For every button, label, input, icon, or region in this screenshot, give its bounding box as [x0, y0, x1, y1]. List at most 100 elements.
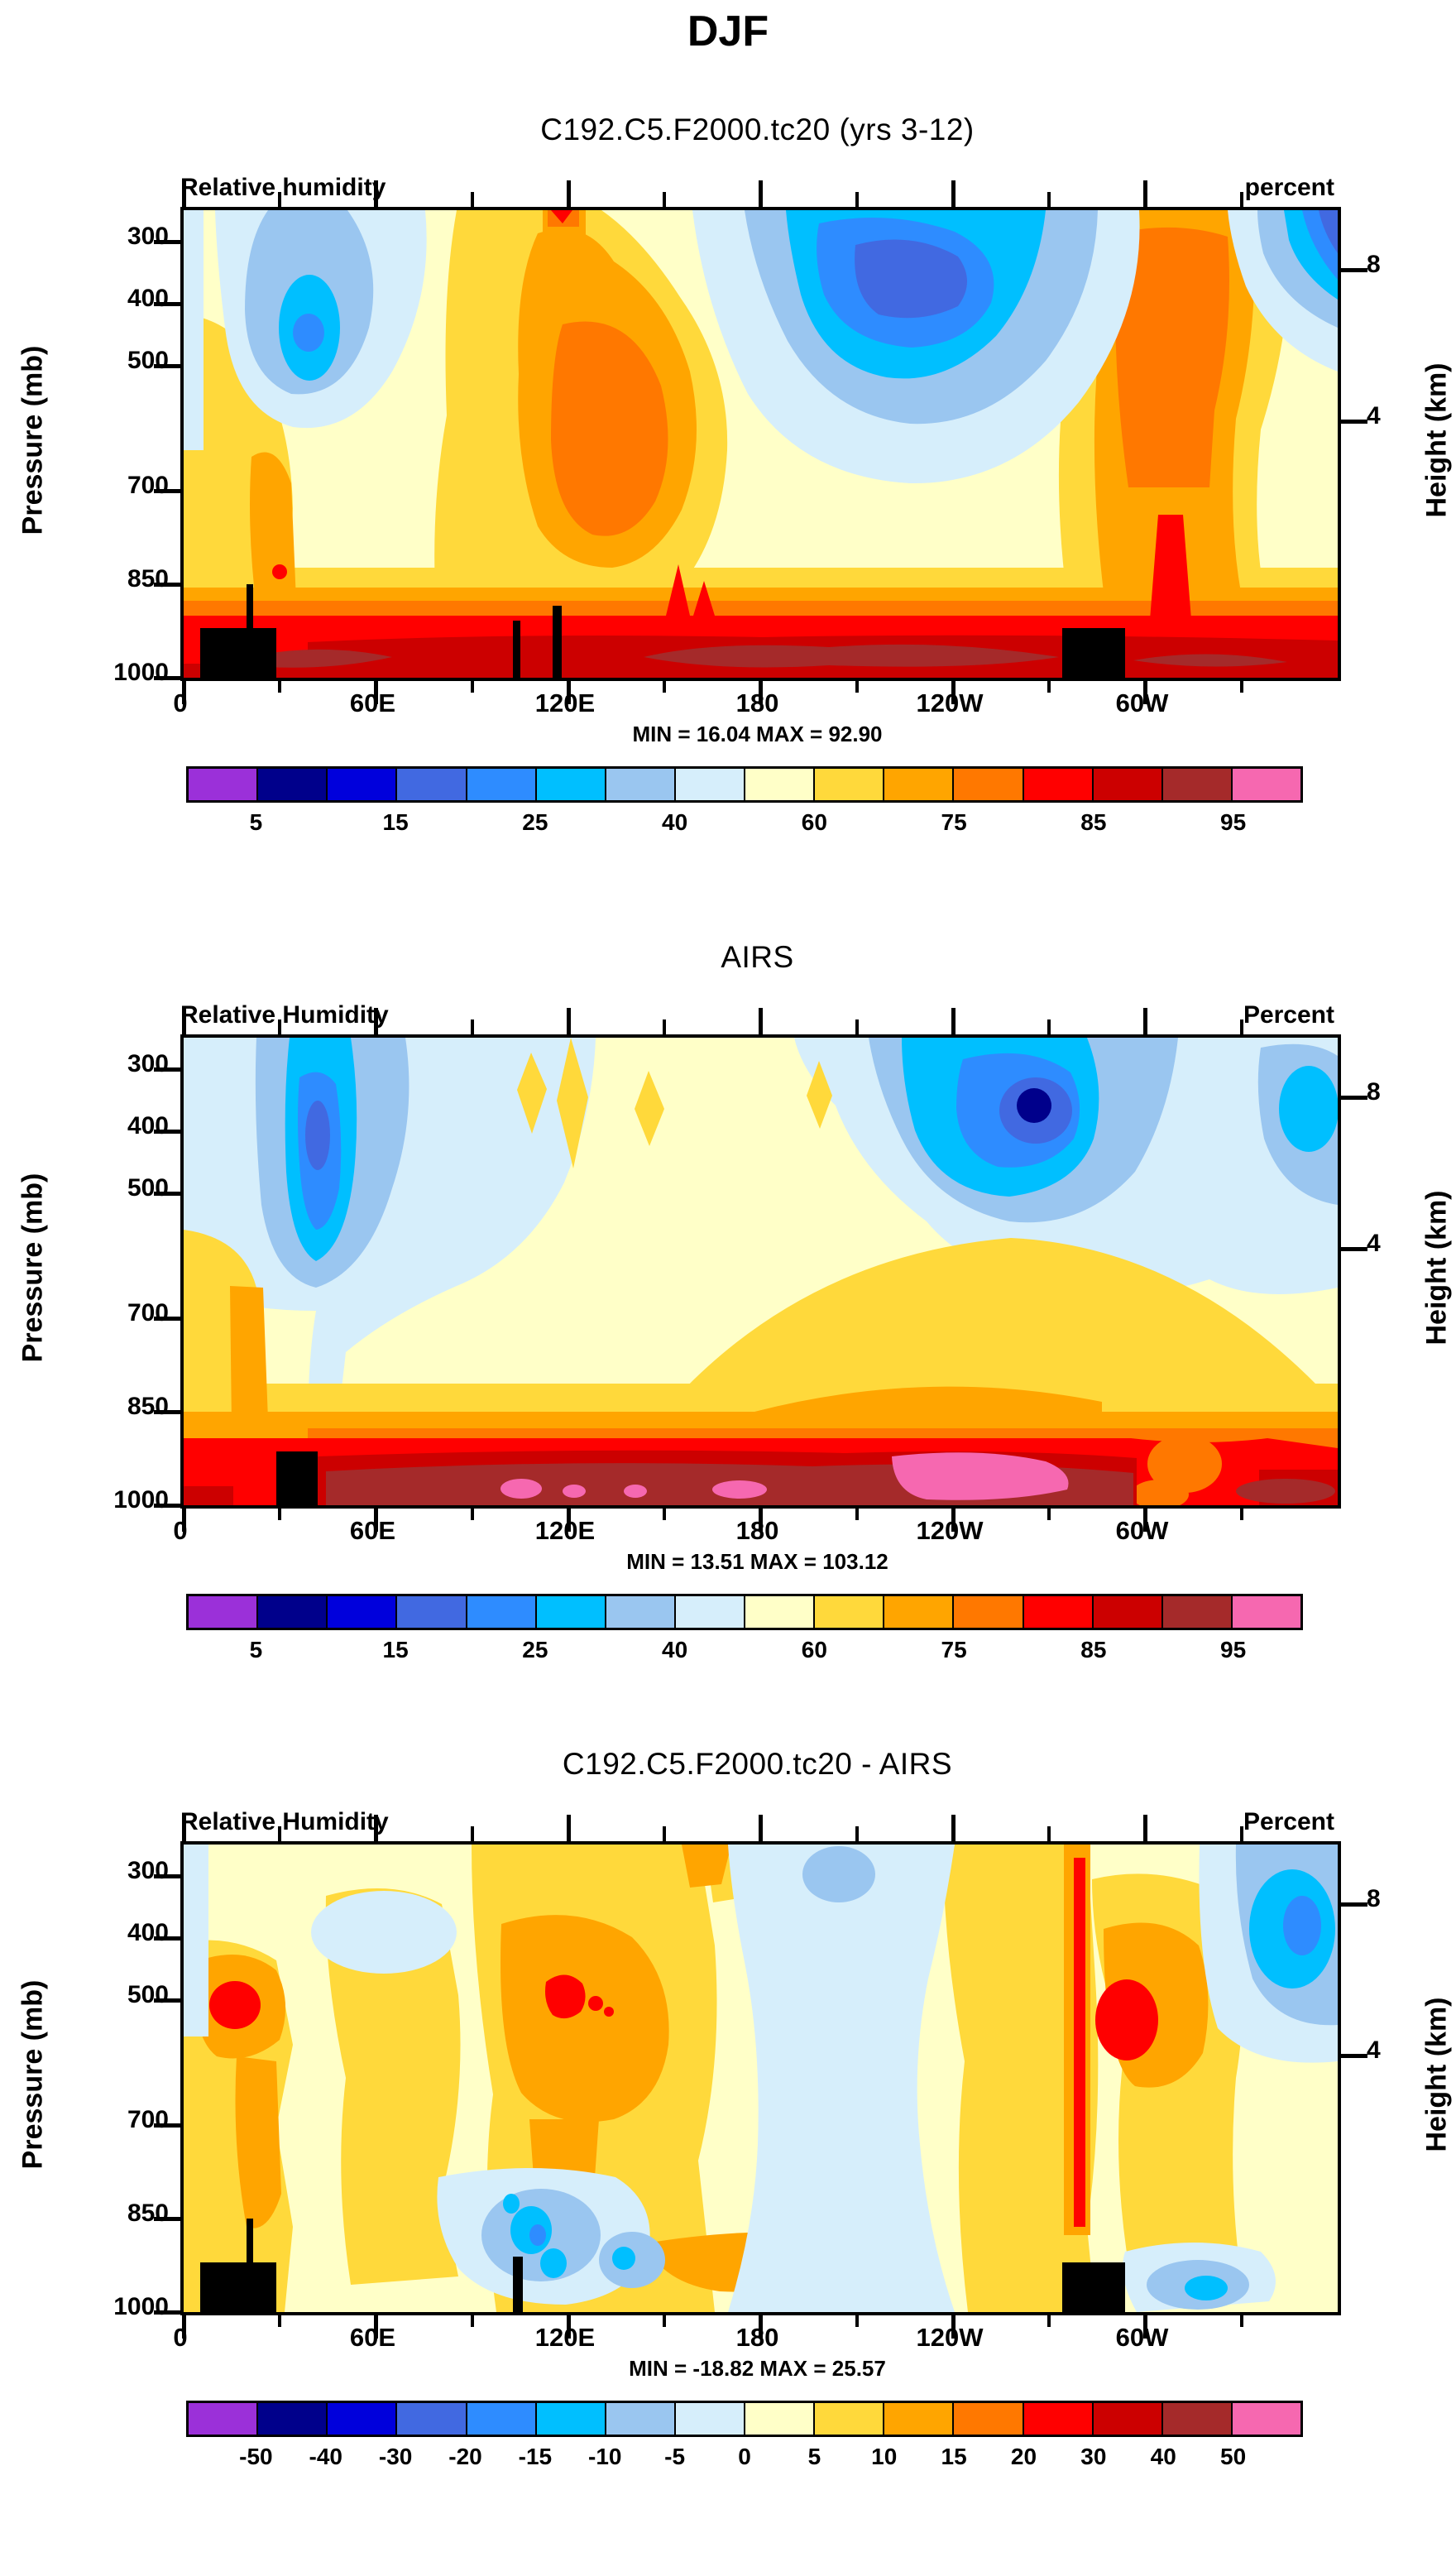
- colorbar-rh-model: 5 15 25 40 60 75 85 95: [186, 766, 1303, 837]
- pressure-axis-title: Pressure (mb): [17, 1979, 49, 2170]
- x-tick-minor: [278, 678, 282, 693]
- x-tick-minor: [855, 1019, 859, 1034]
- panel-title: C192.C5.F2000.tc20 - AIRS: [562, 1747, 953, 1781]
- pressure-tick: [154, 1409, 180, 1414]
- x-tick-minor: [278, 1505, 282, 1520]
- colorbar-tick-label: 10: [871, 2444, 898, 2469]
- x-tick-major: [1143, 1505, 1147, 1532]
- x-tick-major: [1143, 180, 1147, 207]
- x-tick-major: [374, 1008, 378, 1034]
- x-tick-minor: [663, 678, 667, 693]
- contour-plot-difference: [154, 1815, 1367, 2339]
- colorbar-cell: [397, 769, 466, 800]
- x-tick-major: [759, 1815, 763, 1841]
- colorbar-cell: [884, 1596, 953, 1628]
- x-tick-major: [951, 678, 956, 704]
- x-tick-minor: [1239, 678, 1243, 693]
- pressure-tick: [154, 1191, 180, 1196]
- x-tick-major: [181, 1008, 186, 1034]
- contour-plot-airs: [154, 1008, 1367, 1532]
- colorbar-difference: -50 -40 -30 -20 -15 -10 -5 0 5 10 15 20 30 40 50: [186, 2401, 1303, 2472]
- colorbar: [186, 766, 1303, 803]
- height-axis-title: Height (km): [1420, 362, 1453, 518]
- pressure-tick: [154, 2216, 180, 2221]
- colorbar-cell: [397, 2403, 466, 2435]
- x-tick-minor: [1239, 1826, 1243, 1841]
- height-tick-label: 8: [1367, 1885, 1381, 1912]
- colorbar-cell: [536, 2403, 605, 2435]
- colorbar-cell: [328, 1596, 396, 1628]
- colorbar-labels: 5 15 25 40 60 75 85 95: [186, 809, 1303, 837]
- pressure-tick: [154, 2310, 180, 2315]
- lon-tick-label: 60E: [349, 1516, 396, 1545]
- x-tick-minor: [1239, 1505, 1243, 1520]
- x-tick-major: [374, 1505, 378, 1532]
- colorbar-cell: [467, 2403, 535, 2435]
- pressure-tick-label: 850: [127, 565, 169, 592]
- colorbar-cell: [954, 769, 1023, 800]
- lon-tick-label: 60E: [349, 2323, 396, 2352]
- x-tick-major: [951, 1815, 956, 1841]
- pressure-tick-label: 700: [127, 2106, 169, 2133]
- x-tick-minor: [1047, 2312, 1051, 2327]
- pressure-tick-label: 700: [127, 1299, 169, 1326]
- contour-field-model: [184, 210, 1338, 678]
- pressure-tick-label: 400: [127, 1112, 169, 1139]
- colorbar-cell: [954, 1596, 1023, 1628]
- x-tick-minor: [855, 192, 859, 207]
- colorbar-cell: [884, 769, 953, 800]
- colorbar-tick-label: 25: [522, 1637, 548, 1662]
- x-tick-minor: [1239, 2312, 1243, 2327]
- colorbar-rh-airs: 5 15 25 40 60 75 85 95: [186, 1594, 1303, 1665]
- x-tick-minor: [470, 1019, 474, 1034]
- pressure-axis-title: Pressure (mb): [17, 1173, 49, 1363]
- x-tick-major: [181, 180, 186, 207]
- panel-model: C192.C5.F2000.tc20 (yrs 3-12) Relative h…: [0, 99, 1456, 923]
- panel-airs: AIRS Relative Humidity Percent: [0, 927, 1456, 1750]
- colorbar-cell: [536, 769, 605, 800]
- colorbar-cell: [1093, 1596, 1161, 1628]
- colorbar-tick-label: 0: [738, 2444, 751, 2469]
- lon-tick-label: 180: [735, 688, 779, 717]
- x-tick-minor: [855, 1505, 859, 1520]
- colorbar-cell: [606, 2403, 674, 2435]
- height-tick-label: 4: [1367, 1230, 1381, 1257]
- contour-cool-layers: [184, 210, 1338, 484]
- x-tick-minor: [663, 1505, 667, 1520]
- lon-tick-label: 0: [173, 2323, 188, 2352]
- variable-label: Relative Humidity: [180, 1001, 389, 1029]
- lon-tick-label: 0: [173, 1516, 188, 1545]
- lon-tick-label: 60W: [1115, 688, 1169, 717]
- pressure-tick: [154, 1129, 180, 1134]
- colorbar-cell: [328, 2403, 396, 2435]
- variable-label: Relative Humidity: [180, 1808, 389, 1835]
- x-tick-major: [374, 180, 378, 207]
- x-tick-major: [951, 1505, 956, 1532]
- height-tick-label: 8: [1367, 251, 1381, 278]
- colorbar-tick-label: 40: [1150, 2444, 1176, 2469]
- minmax-text: MIN = -18.82 MAX = 25.57: [629, 2356, 886, 2381]
- pressure-axis-title: Pressure (mb): [17, 345, 49, 535]
- colorbar-cell: [745, 769, 814, 800]
- colorbar-tick-label: -20: [448, 2444, 482, 2469]
- colorbar-cell: [1023, 2403, 1092, 2435]
- colorbar-tick-label: 40: [662, 809, 688, 835]
- colorbar-tick-label: 25: [522, 809, 548, 835]
- x-tick-major: [566, 1008, 571, 1034]
- colorbar-labels: -50 -40 -30 -20 -15 -10 -5 0 5 10 15 20 30 40 50: [186, 2444, 1303, 2472]
- colorbar-cell: [1023, 769, 1092, 800]
- pressure-tick-label: 500: [127, 1174, 169, 1202]
- colorbar-cell: [536, 1596, 605, 1628]
- x-tick-major: [181, 1815, 186, 1841]
- colorbar-tick-label: 5: [249, 809, 263, 835]
- colorbar-cell: [1232, 1596, 1300, 1628]
- colorbar-tick-label: 95: [1220, 809, 1247, 835]
- x-tick-major: [759, 2312, 763, 2339]
- lon-tick-label: 60E: [349, 688, 396, 717]
- x-tick-major: [1143, 2312, 1147, 2339]
- units-label: Percent: [1243, 1001, 1334, 1029]
- colorbar-tick-label: 15: [941, 2444, 967, 2469]
- pressure-tick: [154, 1873, 180, 1878]
- lon-tick-label: 120W: [916, 688, 984, 717]
- colorbar-cell: [606, 769, 674, 800]
